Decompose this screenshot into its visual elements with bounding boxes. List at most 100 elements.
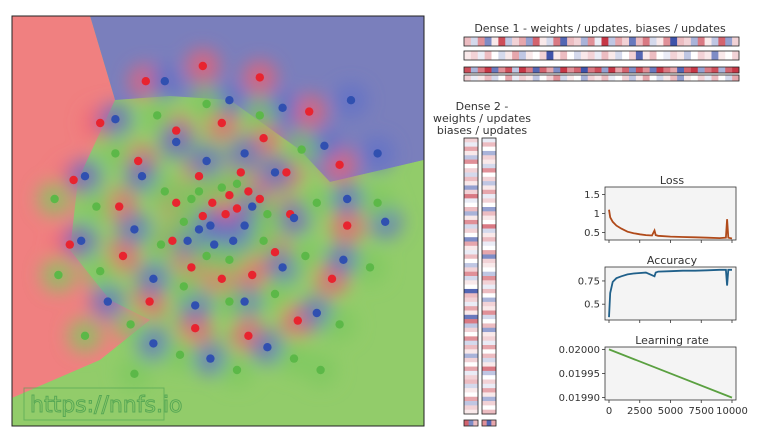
heat-cell bbox=[649, 75, 657, 81]
data-point-green bbox=[111, 149, 120, 158]
heat-row-frame bbox=[463, 66, 740, 74]
y-tick-label: 0.5 bbox=[584, 300, 600, 311]
heat-cell bbox=[464, 314, 478, 320]
heat-cell bbox=[464, 357, 478, 363]
heat-cell bbox=[482, 284, 496, 290]
heat-cell bbox=[498, 67, 506, 73]
data-point-blue bbox=[77, 236, 86, 245]
heat-row-frame bbox=[463, 36, 740, 47]
heat-cell bbox=[482, 357, 496, 363]
region-red bbox=[12, 16, 150, 398]
heat-cell bbox=[464, 258, 478, 264]
heat-cell bbox=[482, 219, 496, 225]
heat-cell bbox=[464, 327, 478, 333]
heat-cell bbox=[635, 67, 644, 73]
data-point-green bbox=[255, 111, 264, 120]
heat-column-frame bbox=[481, 137, 497, 415]
heat-cell bbox=[464, 280, 478, 285]
data-point-red bbox=[335, 160, 344, 169]
heat-cell bbox=[482, 202, 496, 208]
data-point-green bbox=[225, 297, 234, 306]
heat-cell bbox=[601, 37, 609, 46]
data-point-red bbox=[134, 156, 143, 166]
y-tick-label: 0.01990 bbox=[559, 393, 600, 404]
heat-cell bbox=[532, 67, 540, 73]
heat-cell bbox=[656, 75, 664, 81]
bias-cell bbox=[473, 420, 479, 426]
heat-cell bbox=[642, 67, 650, 73]
heat-cell bbox=[464, 232, 478, 238]
heat-cell bbox=[587, 51, 595, 60]
data-point-green bbox=[160, 187, 169, 196]
data-point-green bbox=[156, 240, 166, 249]
data-point-blue bbox=[346, 96, 356, 105]
data-point-red bbox=[221, 210, 230, 219]
data-point-red bbox=[65, 240, 75, 249]
heat-cell bbox=[622, 37, 630, 46]
data-point-blue bbox=[183, 236, 192, 245]
heat-cell bbox=[690, 37, 699, 46]
heat-cell bbox=[677, 67, 685, 73]
heat-cell bbox=[477, 37, 485, 46]
heat-cell bbox=[484, 75, 492, 81]
heat-cell bbox=[629, 67, 637, 73]
heat-cell bbox=[519, 37, 527, 46]
heat-cell bbox=[482, 370, 496, 376]
heat-cell bbox=[601, 67, 609, 73]
heat-cell bbox=[464, 237, 478, 242]
data-point-red bbox=[255, 73, 264, 82]
data-point-red bbox=[141, 77, 150, 86]
heat-cell bbox=[649, 67, 657, 73]
data-point-green bbox=[187, 194, 196, 204]
heat-cell bbox=[532, 37, 540, 46]
heat-cell bbox=[482, 254, 496, 260]
heat-cell bbox=[477, 67, 485, 73]
heat-cell bbox=[464, 370, 478, 376]
heat-cell bbox=[464, 353, 478, 359]
bias-cell bbox=[464, 420, 469, 426]
heat-cell bbox=[464, 198, 478, 203]
heat-cell bbox=[725, 75, 733, 81]
heat-cell bbox=[482, 327, 496, 333]
heat-cell bbox=[546, 67, 554, 73]
heat-cell bbox=[482, 379, 496, 385]
data-point-blue bbox=[263, 343, 272, 352]
data-point-blue bbox=[130, 225, 139, 234]
data-point-green bbox=[373, 198, 382, 207]
data-point-blue bbox=[191, 301, 200, 310]
data-point-red bbox=[198, 61, 207, 71]
heat-cell bbox=[732, 37, 740, 46]
heat-cell bbox=[663, 51, 671, 60]
data-point-blue bbox=[172, 137, 181, 147]
data-point-green bbox=[263, 210, 272, 219]
heat-cell bbox=[464, 388, 478, 393]
data-point-red bbox=[270, 248, 280, 257]
heat-cell bbox=[732, 51, 740, 60]
data-point-green bbox=[312, 198, 321, 207]
bias-cell bbox=[491, 420, 497, 426]
heat-cell bbox=[670, 37, 678, 46]
heat-cell bbox=[464, 207, 478, 212]
heat-cell bbox=[464, 194, 478, 199]
heat-row-frame bbox=[463, 50, 740, 61]
heat-cell bbox=[464, 168, 478, 173]
heat-cell bbox=[629, 75, 637, 81]
heat-cell bbox=[464, 276, 478, 281]
heat-cell bbox=[464, 362, 478, 367]
heat-cell bbox=[656, 67, 664, 73]
heat-cell bbox=[567, 67, 575, 73]
heat-cell bbox=[697, 37, 705, 46]
data-point-red bbox=[305, 107, 314, 116]
heat-cell bbox=[464, 284, 478, 290]
accuracy-title: Accuracy bbox=[647, 254, 698, 267]
heat-cell bbox=[594, 67, 602, 73]
heat-cell bbox=[482, 388, 496, 393]
heat-cell bbox=[642, 51, 650, 60]
heat-cell bbox=[482, 405, 496, 410]
heat-cell bbox=[684, 37, 692, 46]
heat-cell bbox=[464, 250, 478, 255]
heat-cell bbox=[601, 51, 609, 60]
heat-cell bbox=[482, 401, 496, 406]
data-point-blue bbox=[103, 297, 113, 306]
heat-cell bbox=[464, 323, 478, 329]
